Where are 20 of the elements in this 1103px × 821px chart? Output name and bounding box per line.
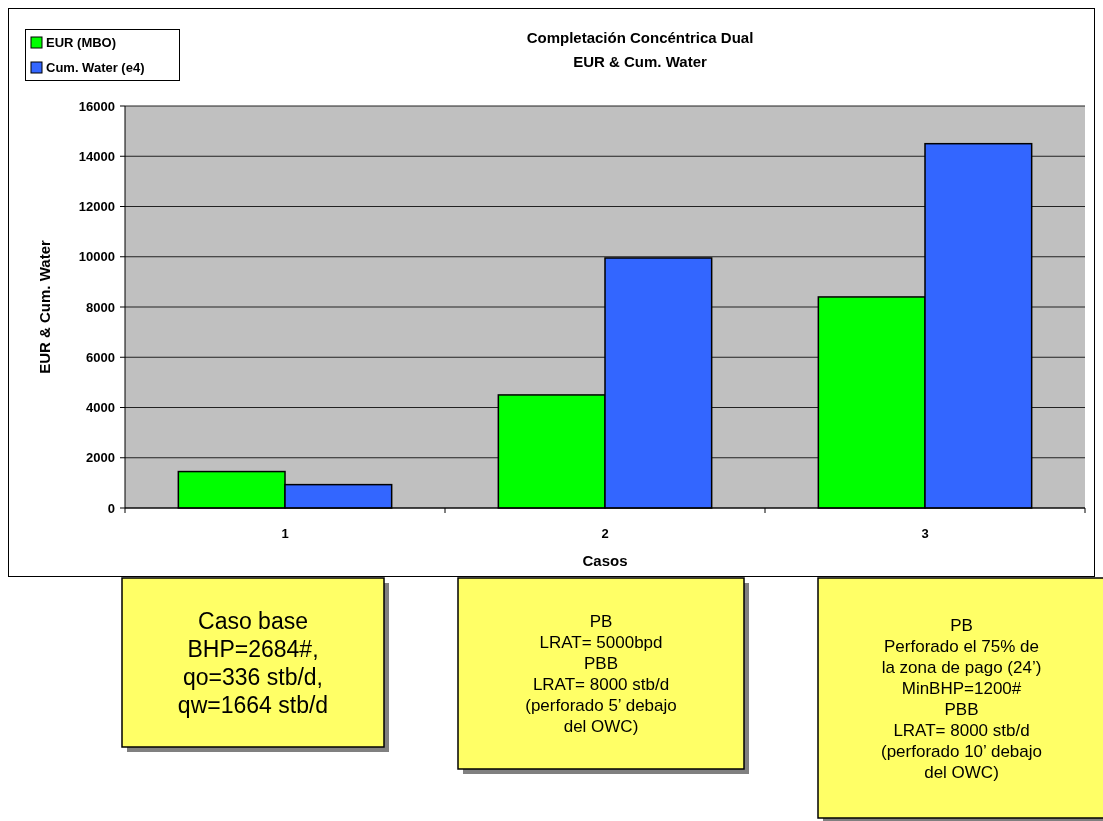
y-axis-title: EUR & Cum. Water (36, 240, 53, 374)
y-tick-label: 4000 (86, 400, 115, 416)
legend-label: EUR (MBO) (46, 35, 117, 50)
y-tick-label: 16000 (78, 98, 115, 114)
y-tick-label: 12000 (78, 199, 115, 215)
y-tick-label: 2000 (86, 450, 115, 466)
y-tick-label: 6000 (86, 349, 115, 365)
y-tick-label: 8000 (86, 299, 115, 315)
legend-label: Cum. Water (e4) (46, 60, 145, 75)
x-tick-label: 2 (601, 526, 609, 541)
y-tick-label: 10000 (78, 249, 115, 265)
x-tick-label: 1 (281, 526, 289, 541)
y-tick-label: 14000 (78, 148, 115, 164)
x-tick-label: 3 (921, 526, 929, 541)
x-axis-title: Casos (582, 552, 628, 569)
text: PB Perforado el 75% de la zona de pago (24’) MinBHP=1200# PBB LRAT= 8000 stb/d (perforado 10’ debajo del OWC) (881, 615, 1042, 782)
text: PB LRAT= 5000bpd PBB LRAT= 8000 stb/d (perforado 5’ debajo del OWC) (525, 612, 677, 737)
text: Caso base BHP=2684#, qo=336 stb/d, qw=1664 stb/d (177, 607, 329, 718)
y-tick-label: 0 (107, 500, 115, 516)
chart-title: Completación Concéntrica Dual EUR & Cum. Water (526, 29, 754, 70)
